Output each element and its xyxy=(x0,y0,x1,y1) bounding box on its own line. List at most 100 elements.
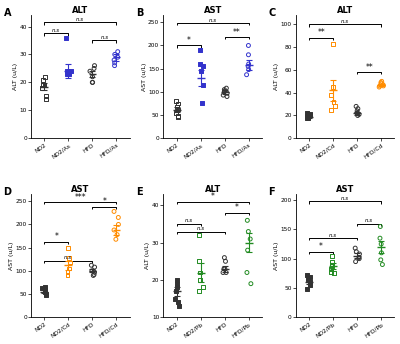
Point xyxy=(112,60,118,66)
Point xyxy=(304,115,310,120)
Point xyxy=(199,101,205,106)
Title: ALT: ALT xyxy=(337,6,353,14)
Text: n.s: n.s xyxy=(197,226,205,231)
Point xyxy=(378,78,385,84)
Point xyxy=(245,229,252,234)
Point xyxy=(91,63,98,68)
Title: AST: AST xyxy=(71,184,90,193)
Point xyxy=(380,83,386,89)
Text: n.s: n.s xyxy=(365,218,373,223)
Point xyxy=(91,264,98,270)
Point xyxy=(174,284,180,290)
Point xyxy=(222,266,228,271)
Point xyxy=(353,249,360,255)
Point xyxy=(67,68,74,74)
Point xyxy=(111,209,117,214)
Point xyxy=(378,80,384,85)
Point xyxy=(245,43,252,48)
Point xyxy=(196,288,202,294)
Point xyxy=(380,82,386,87)
Point xyxy=(356,251,363,257)
Text: n.s: n.s xyxy=(52,28,60,33)
Point xyxy=(376,84,382,90)
Point xyxy=(200,64,206,69)
Point xyxy=(246,67,252,72)
Point xyxy=(39,286,45,291)
Point xyxy=(199,284,206,290)
Point xyxy=(111,63,118,68)
Title: AST: AST xyxy=(204,6,222,14)
Point xyxy=(305,276,311,282)
Point xyxy=(354,113,361,118)
Point xyxy=(111,227,117,233)
Point xyxy=(328,107,334,112)
Point xyxy=(174,115,181,120)
Point xyxy=(87,68,93,74)
Point xyxy=(66,71,72,77)
Text: n.s: n.s xyxy=(185,218,193,224)
Point xyxy=(115,215,122,220)
Point xyxy=(114,54,121,60)
Point xyxy=(378,257,384,262)
Point xyxy=(356,111,362,117)
Point xyxy=(64,269,71,275)
Point xyxy=(42,289,48,295)
Point xyxy=(176,303,182,309)
Text: **: ** xyxy=(365,63,373,72)
Point xyxy=(91,272,97,277)
Text: *: * xyxy=(54,233,58,241)
Point xyxy=(114,49,121,54)
Text: n.s: n.s xyxy=(329,233,337,238)
Point xyxy=(174,281,180,287)
Point xyxy=(378,81,384,86)
Point xyxy=(196,233,202,238)
Point xyxy=(330,270,337,276)
Point xyxy=(65,245,71,250)
Point xyxy=(111,57,117,63)
Point xyxy=(220,270,226,275)
Text: **: ** xyxy=(317,29,325,37)
Point xyxy=(172,98,179,104)
Point xyxy=(379,262,386,267)
Title: ALT: ALT xyxy=(72,6,88,14)
Point xyxy=(220,93,226,98)
Point xyxy=(43,292,50,298)
Point xyxy=(244,247,251,253)
Point xyxy=(175,107,182,112)
Point xyxy=(356,256,362,261)
Point xyxy=(354,110,360,116)
Point xyxy=(245,64,252,69)
Point xyxy=(40,83,46,88)
Point xyxy=(328,92,334,98)
Text: n.s: n.s xyxy=(64,255,72,260)
Text: n.s: n.s xyxy=(341,196,349,201)
Point xyxy=(197,270,203,275)
Point xyxy=(355,106,361,111)
Point xyxy=(113,237,119,242)
Text: ***: *** xyxy=(74,193,86,202)
Point xyxy=(245,52,252,57)
Point xyxy=(247,236,253,242)
Point xyxy=(221,88,228,94)
Point xyxy=(63,35,69,41)
Point xyxy=(175,300,181,305)
Point xyxy=(64,273,71,278)
Text: C: C xyxy=(268,8,276,18)
Point xyxy=(330,41,336,46)
Text: *: * xyxy=(235,203,239,212)
Point xyxy=(328,263,335,268)
Point xyxy=(328,267,334,272)
Text: D: D xyxy=(4,187,12,197)
Point xyxy=(377,224,384,229)
Point xyxy=(89,74,96,79)
Point xyxy=(244,218,250,223)
Point xyxy=(91,269,98,275)
Point xyxy=(224,90,230,96)
Point xyxy=(222,259,229,264)
Point xyxy=(175,113,181,119)
Point xyxy=(197,47,203,53)
Y-axis label: ALT (u/L): ALT (u/L) xyxy=(274,63,279,90)
Point xyxy=(172,110,179,116)
Point xyxy=(354,110,360,116)
Point xyxy=(332,104,338,109)
